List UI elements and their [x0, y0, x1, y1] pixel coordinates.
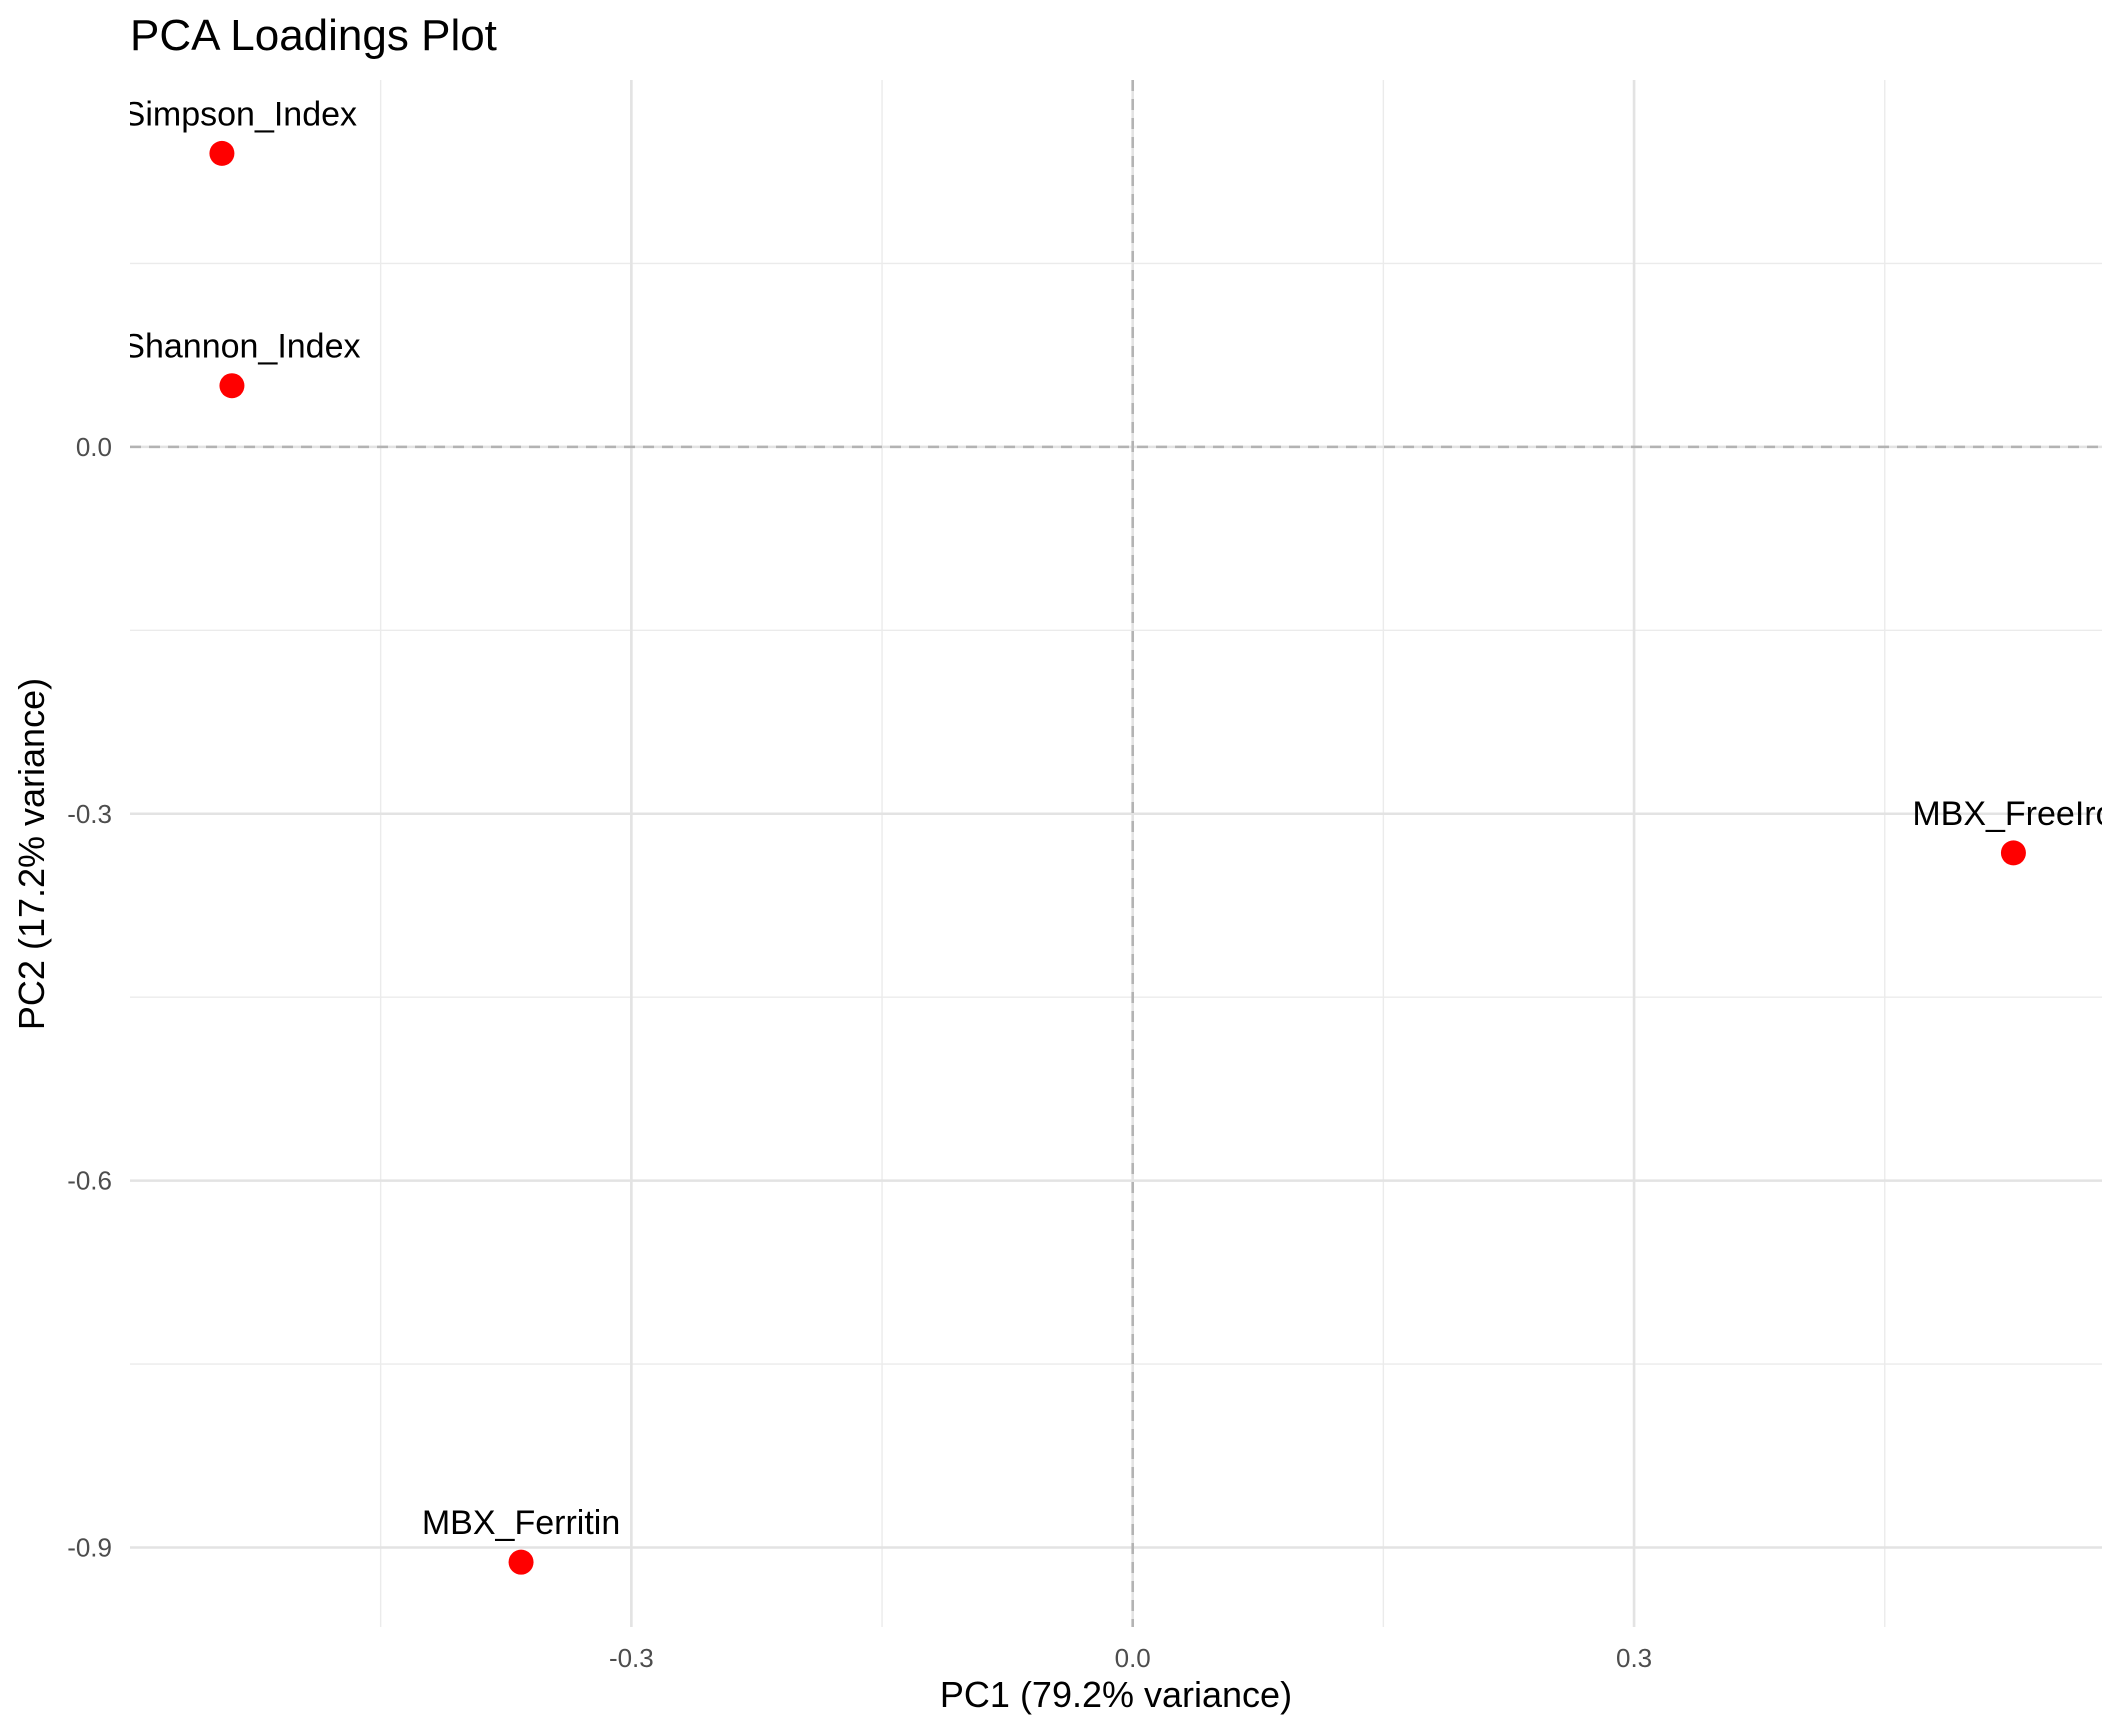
- data-point-label: _Shannon_Index: [102, 328, 360, 366]
- data-point-label: MBX_Ferritin: [422, 1504, 620, 1542]
- data-point: [2000, 840, 2026, 866]
- y-tick-label: -0.6: [67, 1166, 112, 1196]
- data-point: [219, 373, 245, 399]
- y-axis-title: PC2 (17.2% variance): [11, 678, 52, 1030]
- chart-title: PCA Loadings Plot: [130, 11, 497, 60]
- data-point-label: MBX_FreeIro: [1912, 795, 2112, 833]
- data-point: [508, 1549, 534, 1575]
- y-tick-label: 0.0: [76, 432, 112, 462]
- points-layer: nvSimpson_Index _Shannon_Index MBX_FreeIro…: [87, 95, 2112, 1575]
- x-tick-label: 0.0: [1115, 1643, 1151, 1673]
- data-point-label: nvSimpson_Index: [87, 95, 357, 133]
- x-axis-title: PC1 (79.2% variance): [940, 1674, 1292, 1715]
- x-tick-label: 0.3: [1616, 1643, 1652, 1673]
- y-tick-label: -0.3: [67, 799, 112, 829]
- data-point: [209, 140, 235, 166]
- grid-layer: [130, 80, 2102, 1627]
- y-tick-label: -0.9: [67, 1533, 112, 1563]
- x-tick-label: -0.3: [609, 1643, 654, 1673]
- reference-lines: [130, 80, 2102, 1627]
- tick-labels: -0.3 0.0 0.3 -0.9 -0.6 -0.3 0.0: [67, 432, 1652, 1673]
